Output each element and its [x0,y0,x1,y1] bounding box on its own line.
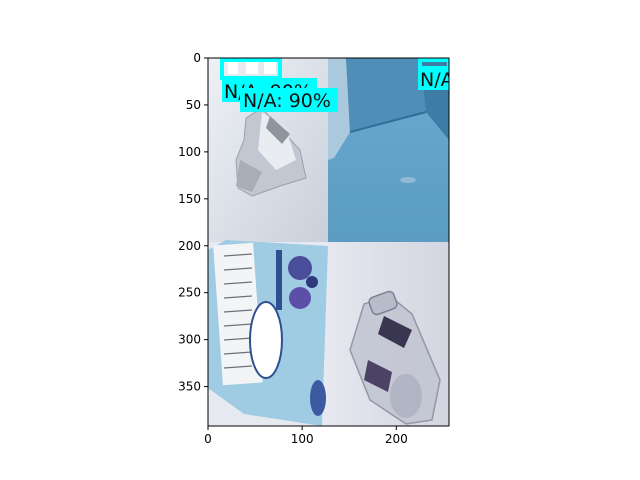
x-tick-label: 200 [385,432,408,446]
x-tick-label: 0 [204,432,212,446]
x-axis-ticks: 0 100 200 [204,426,408,446]
y-tick-label: 100 [178,145,201,159]
y-tick-label: 0 [193,51,201,65]
y-tick-label: 250 [178,286,201,300]
image-panel: N/A: 90% N/A: 90% N/A: 90% [208,58,508,426]
detection-label-2: N/A: 90% [243,90,331,112]
detection-label-3: N/A: 90% [420,69,508,91]
y-tick-label: 300 [178,333,201,347]
y-tick-label: 150 [178,192,201,206]
x-tick-label: 100 [291,432,314,446]
tile-almond-carton [208,240,328,426]
y-tick-label: 350 [178,380,201,394]
detection-box-3: N/A: 90% [418,58,508,91]
y-axis-ticks: 0 50 100 150 200 250 300 350 [178,51,208,394]
detection-box-2: N/A: 90% [240,88,338,112]
axes-frame [207,57,450,427]
tile-glass-bottle [328,242,449,426]
y-tick-label: 200 [178,239,201,253]
y-tick-label: 50 [186,98,201,112]
